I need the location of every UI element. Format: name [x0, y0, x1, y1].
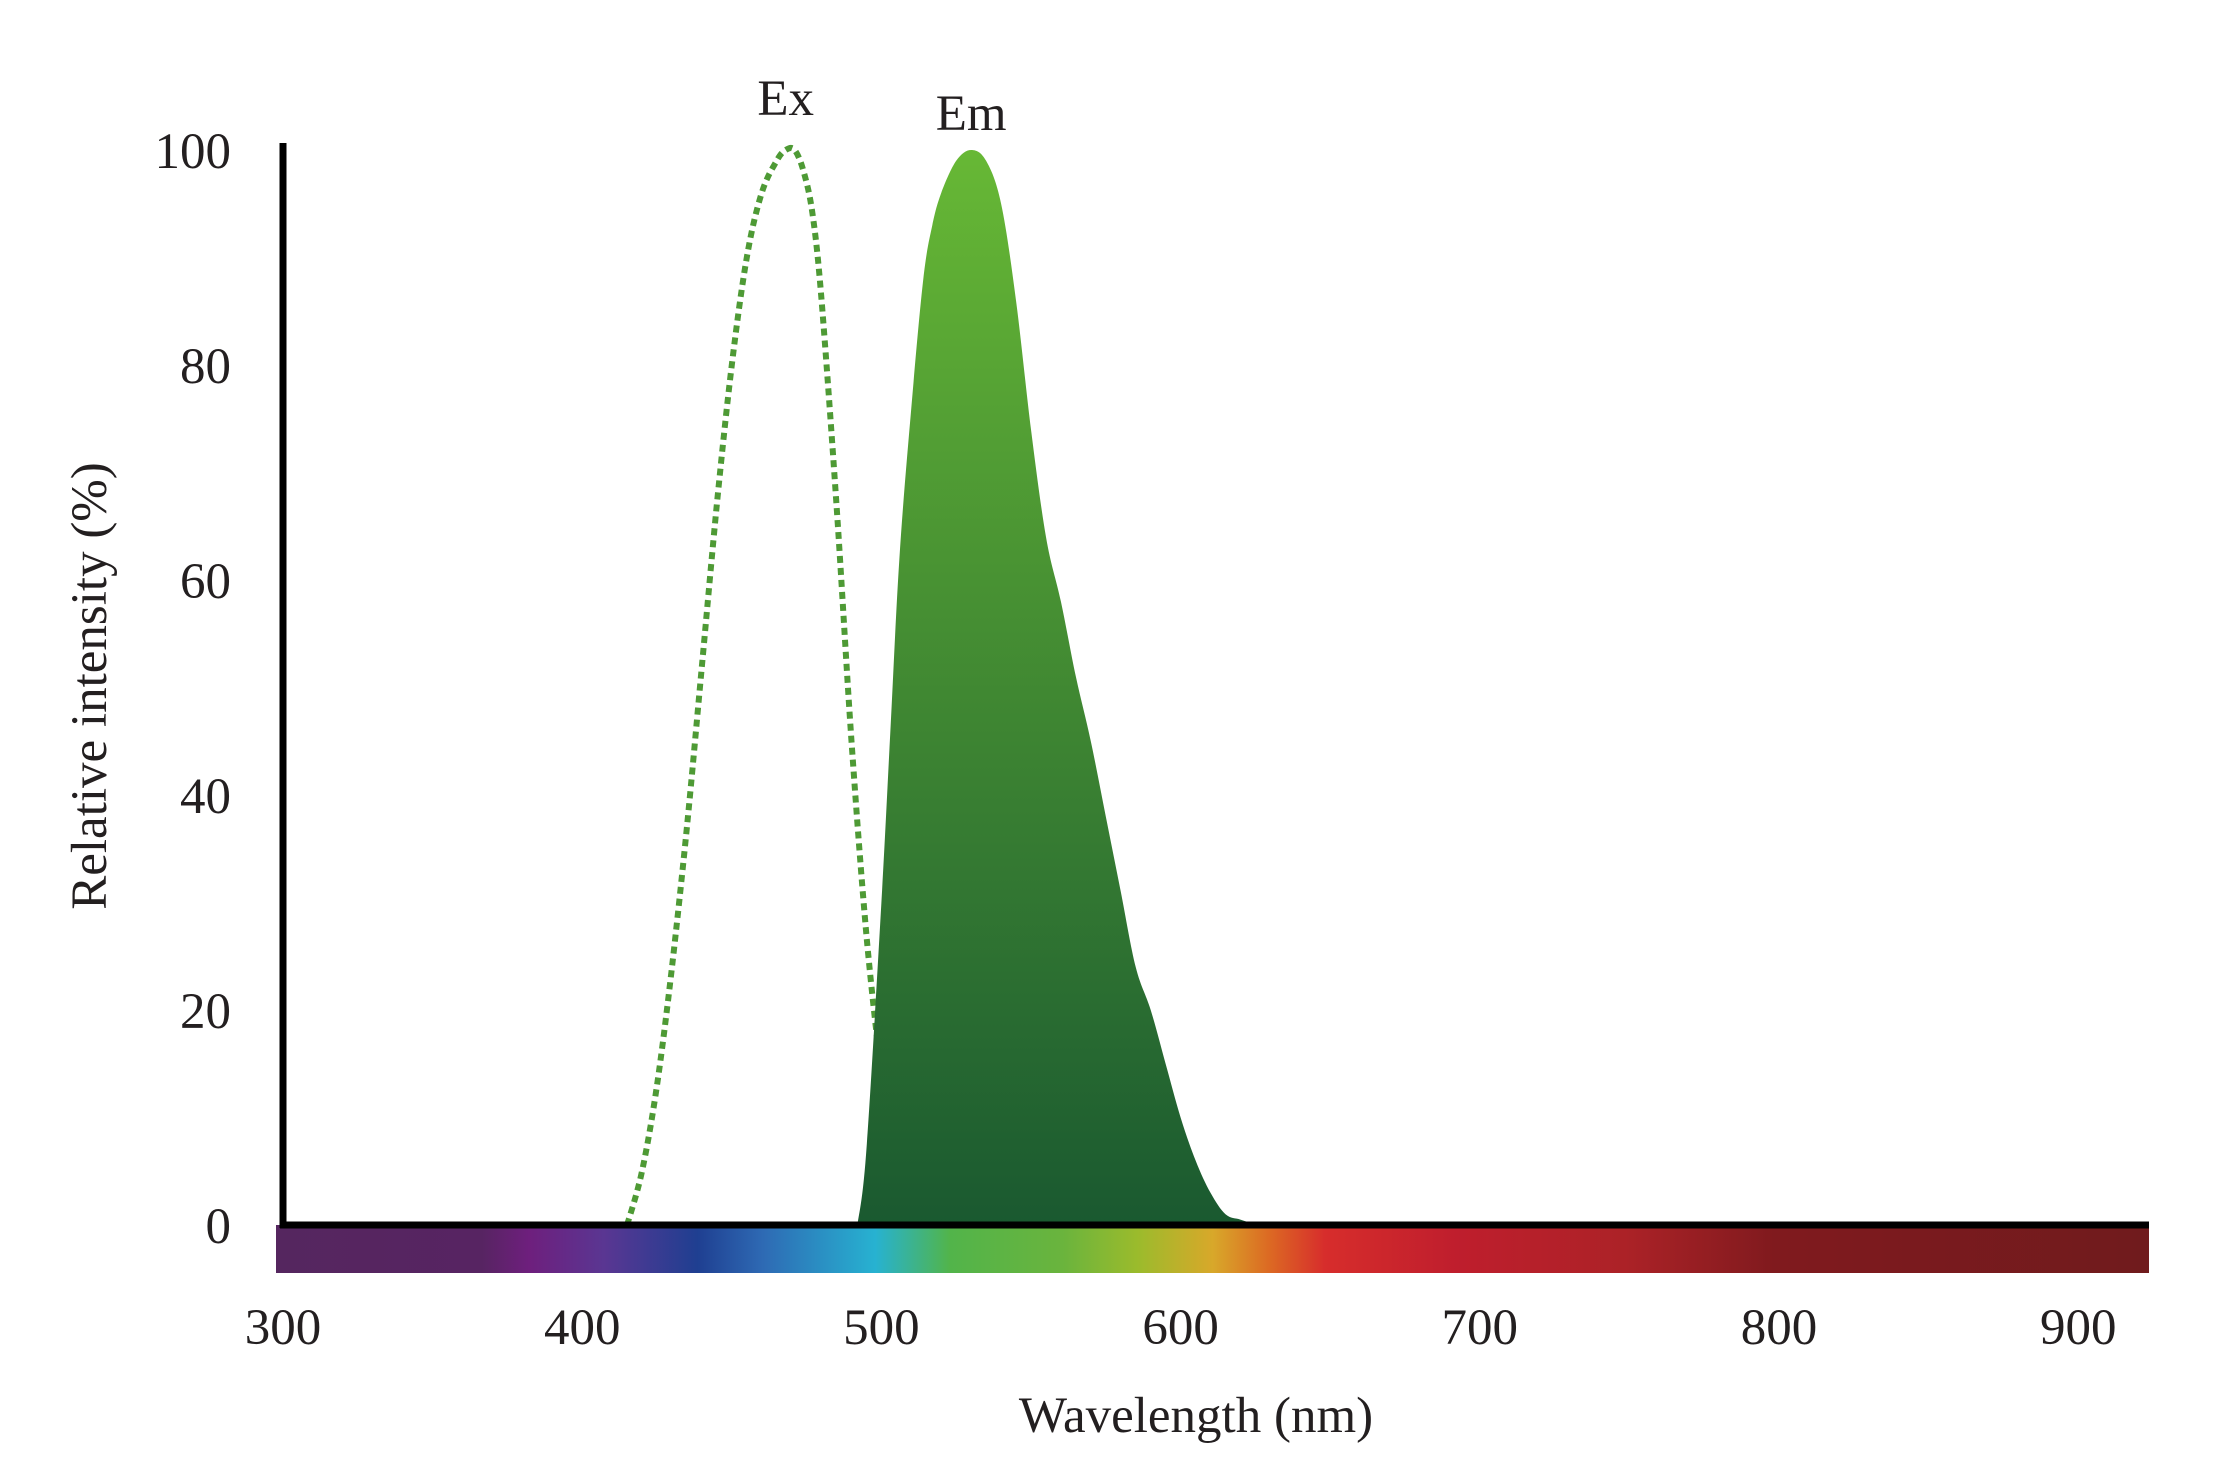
- em-series-label: Em: [936, 86, 1007, 142]
- x-tick-label: 400: [544, 1300, 621, 1356]
- y-tick-label: 20: [180, 984, 231, 1040]
- x-tick-label: 700: [1442, 1300, 1519, 1356]
- color-spectrum-bar: [276, 1225, 2149, 1273]
- y-tick-label: 100: [155, 124, 232, 180]
- x-tick-label: 900: [2040, 1300, 2117, 1356]
- y-tick-label: 80: [180, 339, 231, 395]
- em-series-area: [857, 150, 1271, 1225]
- x-tick-label: 600: [1142, 1300, 1219, 1356]
- x-tick-labels: 300 400 500 600 700 800 900: [245, 1300, 2117, 1356]
- y-tick-label: 0: [206, 1199, 232, 1255]
- x-axis-title: Wavelength (nm): [1019, 1388, 1373, 1444]
- y-tick-label: 40: [180, 769, 231, 825]
- y-axis-title: Relative intensity (%): [62, 462, 118, 910]
- x-tick-label: 500: [843, 1300, 920, 1356]
- ex-series-label: Ex: [757, 71, 814, 127]
- plot-area: Ex Em: [624, 71, 1271, 1227]
- x-tick-label: 300: [245, 1300, 322, 1356]
- y-tick-labels: 0 20 40 60 80 100: [155, 124, 232, 1255]
- y-tick-label: 60: [180, 554, 231, 610]
- x-tick-label: 800: [1741, 1300, 1818, 1356]
